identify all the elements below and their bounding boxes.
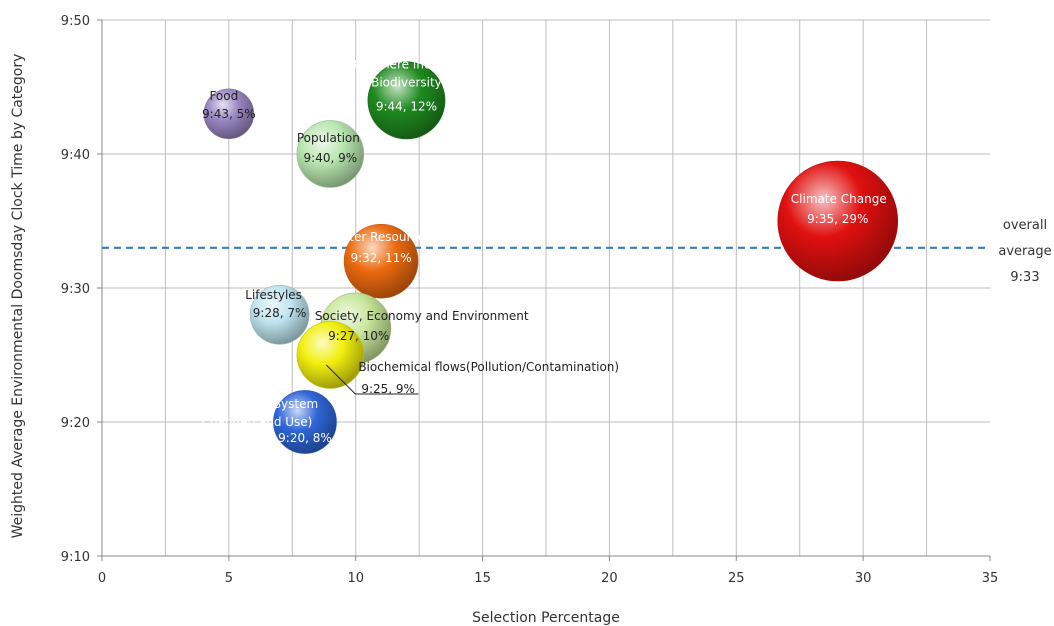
x-tick-label: 30 <box>855 571 872 586</box>
bubble-point <box>249 285 310 345</box>
bubble-name-label: Biochemical flows(Pollution/Contaminatio… <box>358 360 619 374</box>
bubble-name-label: (Biodiversity) <box>366 75 446 89</box>
axes: 0 5 10 15 20 25 30 35 9:10 9:20 9:30 9:40 9:50 <box>61 14 998 586</box>
bubble-value-label: 9:32, 11% <box>350 251 411 265</box>
leader-line <box>325 364 419 395</box>
x-tick-label: 10 <box>347 571 364 586</box>
bubble-name-label: Change(Land Use) <box>202 415 313 429</box>
bubble-value-label: 9:43, 5% <box>202 107 256 121</box>
bubble-value-label: 9:25, 9% <box>361 382 415 396</box>
bubble-name-label: Land-System <box>240 397 318 411</box>
bubble-value-label: 9:44, 12% <box>376 99 437 113</box>
reference-line-group: overall average 9:33 <box>102 218 1052 285</box>
bubble-point <box>203 88 255 140</box>
x-tick-label: 35 <box>982 571 999 586</box>
bubble-name-label: Climate Change <box>791 192 887 206</box>
x-axis-title: Selection Percentage <box>472 610 620 626</box>
y-tick-label: 9:30 <box>61 282 90 297</box>
bubble-name-label: Biosphere Integrity <box>349 57 464 71</box>
bubble-point <box>367 61 446 140</box>
x-tick-label: 20 <box>601 571 618 586</box>
grid <box>102 19 990 556</box>
y-axis-title: Weighted Average Environmental Doomsday … <box>10 54 26 539</box>
bubble-value-label: 9:35, 29% <box>807 212 868 226</box>
bubble-point <box>777 160 899 282</box>
bubble-point <box>296 321 365 389</box>
bubble-name-label: Population <box>297 131 360 145</box>
bubble-value-label: 9:20, 8% <box>278 431 332 445</box>
bubble-name-label: Food <box>209 89 238 103</box>
x-tick-label: 25 <box>728 571 745 586</box>
x-tick-label: 5 <box>225 571 233 586</box>
y-tick-label: 9:10 <box>61 550 90 565</box>
x-tick-label: 0 <box>98 571 106 586</box>
y-tick-label: 9:20 <box>61 416 90 431</box>
bubble-point <box>273 390 337 454</box>
y-tick-label: 9:40 <box>61 148 90 163</box>
bubble-name-label: Society, Economy and Environment <box>315 309 529 323</box>
x-tick-label: 15 <box>474 571 491 586</box>
overall-average-label: overall <box>1003 218 1047 233</box>
overall-average-label: average <box>998 244 1051 259</box>
bubble-value-label: 9:27, 10% <box>328 329 389 343</box>
bubble-point <box>343 223 419 299</box>
bubble-name-label: Lifestyles <box>245 288 302 302</box>
bubble-labels: Food 9:43, 5% Biosphere Integrity (Biodiver… <box>202 57 887 445</box>
overall-average-label: 9:33 <box>1010 270 1039 285</box>
bubble-point <box>296 120 365 188</box>
bubbles <box>203 61 899 454</box>
bubble-value-label: 9:40, 9% <box>304 151 358 165</box>
y-tick-label: 9:50 <box>61 14 90 29</box>
bubble-name-label: Water Resources <box>331 230 432 244</box>
bubble-value-label: 9:28, 7% <box>253 306 307 320</box>
